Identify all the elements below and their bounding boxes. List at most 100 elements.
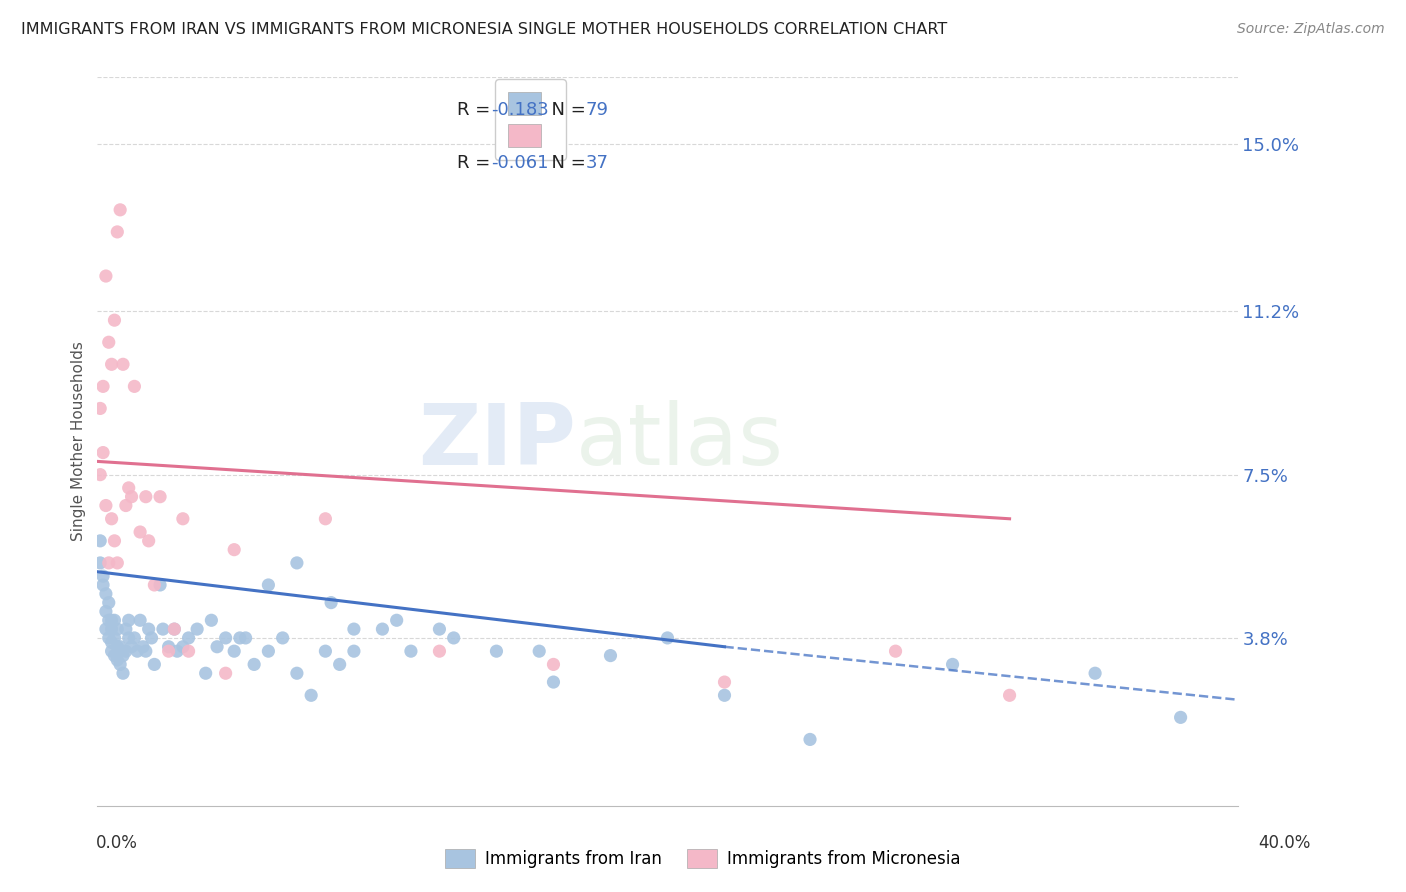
Text: 79: 79 bbox=[585, 101, 609, 120]
Point bbox=[89, 467, 111, 482]
Point bbox=[89, 533, 111, 548]
Point bbox=[103, 313, 125, 327]
Point bbox=[799, 732, 821, 747]
Point bbox=[94, 622, 117, 636]
Point bbox=[135, 644, 157, 658]
Point bbox=[132, 640, 155, 654]
Point bbox=[157, 644, 180, 658]
Point bbox=[124, 379, 146, 393]
Point bbox=[214, 666, 236, 681]
Point bbox=[543, 675, 565, 690]
Text: R =: R = bbox=[457, 153, 495, 171]
Point bbox=[429, 644, 451, 658]
Point bbox=[105, 653, 128, 667]
Point bbox=[100, 635, 122, 649]
Point bbox=[149, 578, 172, 592]
Point bbox=[118, 481, 141, 495]
Point bbox=[91, 379, 114, 393]
Text: Source: ZipAtlas.com: Source: ZipAtlas.com bbox=[1237, 22, 1385, 37]
Point bbox=[97, 613, 120, 627]
Point bbox=[399, 644, 422, 658]
Point bbox=[235, 631, 257, 645]
Point bbox=[141, 631, 163, 645]
Point bbox=[108, 657, 131, 672]
Point bbox=[105, 556, 128, 570]
Point bbox=[177, 644, 200, 658]
Point bbox=[285, 666, 308, 681]
Point bbox=[111, 648, 134, 663]
Point bbox=[115, 499, 138, 513]
Point bbox=[314, 644, 336, 658]
Point bbox=[94, 268, 117, 283]
Point bbox=[205, 640, 228, 654]
Point bbox=[105, 225, 128, 239]
Point bbox=[103, 631, 125, 645]
Text: atlas: atlas bbox=[576, 400, 785, 483]
Point bbox=[111, 357, 134, 371]
Text: ZIP: ZIP bbox=[419, 400, 576, 483]
Point bbox=[998, 688, 1021, 702]
Text: 40.0%: 40.0% bbox=[1258, 834, 1310, 852]
Point bbox=[118, 613, 141, 627]
Point bbox=[713, 688, 735, 702]
Text: 0.0%: 0.0% bbox=[96, 834, 138, 852]
Point bbox=[91, 445, 114, 459]
Point bbox=[599, 648, 621, 663]
Point bbox=[115, 644, 138, 658]
Point bbox=[543, 657, 565, 672]
Point bbox=[243, 657, 266, 672]
Point bbox=[657, 631, 679, 645]
Point bbox=[224, 644, 246, 658]
Point bbox=[941, 657, 963, 672]
Point bbox=[121, 640, 143, 654]
Point bbox=[105, 640, 128, 654]
Point bbox=[94, 587, 117, 601]
Point bbox=[129, 613, 152, 627]
Point bbox=[229, 631, 252, 645]
Legend: Immigrants from Iran, Immigrants from Micronesia: Immigrants from Iran, Immigrants from Mi… bbox=[439, 843, 967, 875]
Point bbox=[89, 556, 111, 570]
Point bbox=[319, 596, 342, 610]
Legend: , : , bbox=[495, 79, 565, 160]
Point bbox=[108, 202, 131, 217]
Point bbox=[163, 622, 186, 636]
Point bbox=[285, 556, 308, 570]
Point bbox=[143, 657, 166, 672]
Point bbox=[135, 490, 157, 504]
Point bbox=[224, 542, 246, 557]
Point bbox=[138, 533, 160, 548]
Point bbox=[713, 675, 735, 690]
Point bbox=[371, 622, 394, 636]
Point bbox=[127, 644, 149, 658]
Point bbox=[200, 613, 222, 627]
Point bbox=[105, 622, 128, 636]
Point bbox=[271, 631, 294, 645]
Point bbox=[138, 622, 160, 636]
Y-axis label: Single Mother Households: Single Mother Households bbox=[72, 342, 86, 541]
Point bbox=[94, 604, 117, 618]
Point bbox=[172, 640, 194, 654]
Point bbox=[100, 644, 122, 658]
Point bbox=[385, 613, 408, 627]
Point bbox=[343, 644, 366, 658]
Point bbox=[97, 556, 120, 570]
Text: -0.061: -0.061 bbox=[491, 153, 548, 171]
Point bbox=[143, 578, 166, 592]
Point bbox=[111, 666, 134, 681]
Text: N =: N = bbox=[540, 153, 592, 171]
Point bbox=[157, 640, 180, 654]
Point bbox=[884, 644, 907, 658]
Text: -0.183: -0.183 bbox=[491, 101, 548, 120]
Point bbox=[194, 666, 217, 681]
Point bbox=[118, 631, 141, 645]
Text: 37: 37 bbox=[585, 153, 609, 171]
Point bbox=[257, 644, 280, 658]
Point bbox=[299, 688, 322, 702]
Point bbox=[91, 578, 114, 592]
Text: N =: N = bbox=[540, 101, 592, 120]
Point bbox=[172, 512, 194, 526]
Point bbox=[163, 622, 186, 636]
Point bbox=[1170, 710, 1192, 724]
Point bbox=[314, 512, 336, 526]
Point bbox=[329, 657, 352, 672]
